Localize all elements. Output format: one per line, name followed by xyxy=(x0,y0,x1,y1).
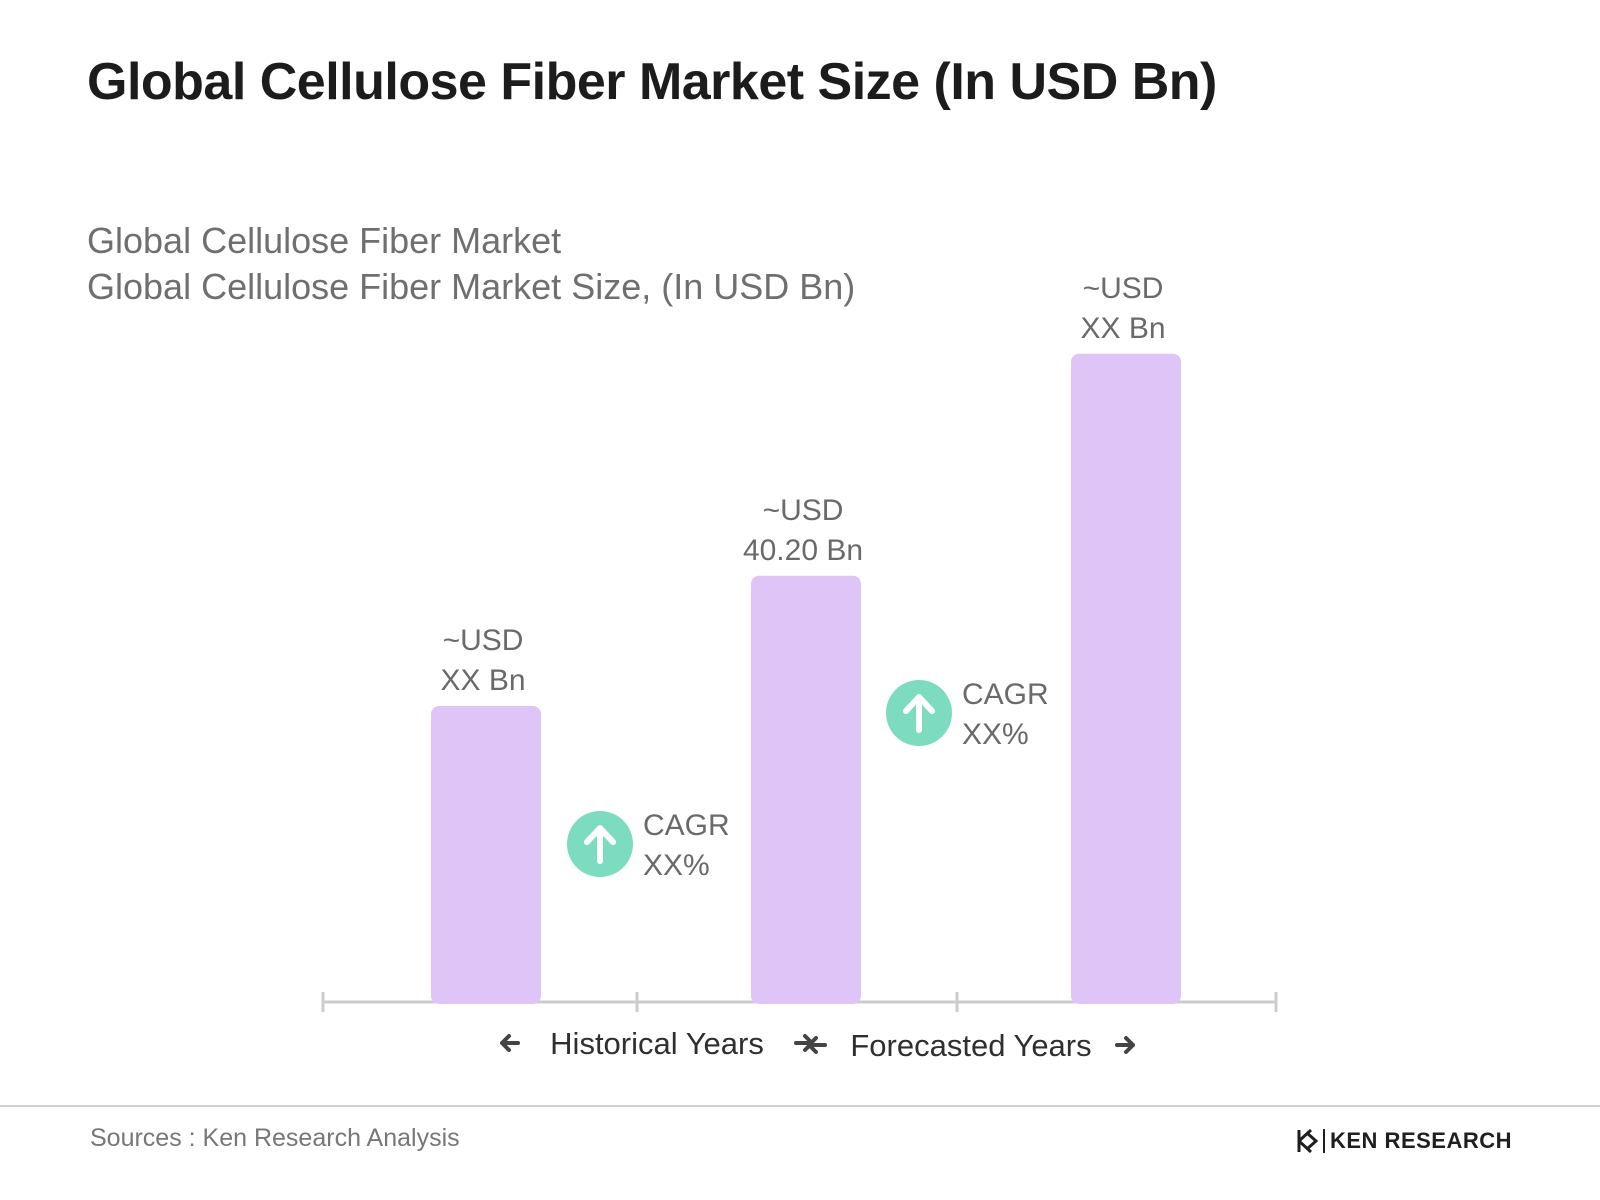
footer-divider xyxy=(0,1105,1600,1107)
arrow-up-glyph xyxy=(584,825,616,864)
period-label: Historical Years xyxy=(550,1026,764,1061)
bar xyxy=(1071,353,1181,1004)
page-title: Global Cellulose Fiber Market Size (In U… xyxy=(87,53,1217,111)
cagr-label: CAGR xyxy=(962,678,1049,711)
cagr-value: XX% xyxy=(962,718,1029,751)
chart-subtitle-units: Global Cellulose Fiber Market Size, (In … xyxy=(87,266,856,307)
bar xyxy=(751,575,861,1004)
brand-separator xyxy=(1323,1129,1325,1153)
arrow-right-icon xyxy=(1115,1036,1135,1054)
bar-data-label: ~USD xyxy=(443,624,524,657)
sources-note: Sources : Ken Research Analysis xyxy=(90,1124,460,1152)
bar xyxy=(431,706,541,1004)
cagr-label: CAGR xyxy=(643,809,730,842)
cagr-value: XX% xyxy=(643,849,710,882)
bar-data-label: 40.20 Bn xyxy=(743,534,863,567)
arrow-left-icon xyxy=(500,1034,520,1052)
ken-logo-icon xyxy=(1297,1128,1319,1154)
arrow-left-icon xyxy=(807,1036,827,1054)
brand-name: KEN RESEARCH xyxy=(1330,1128,1513,1153)
bar-data-label: ~USD xyxy=(763,494,844,527)
bar-data-label: XX Bn xyxy=(1080,312,1165,345)
bar-data-label: ~USD xyxy=(1083,272,1164,305)
bar-data-label: XX Bn xyxy=(440,664,525,697)
period-label: Forecasted Years xyxy=(850,1028,1091,1063)
bar-chart: ~USD XX Bn ~USD 40.20 Bn ~USD XX Bn CAGR XX% CAG… xyxy=(321,272,1278,1063)
brand-logo: KEN RESEARCH xyxy=(1297,1128,1512,1154)
arrow-up-glyph xyxy=(903,694,935,733)
chart-subtitle: Global Cellulose Fiber Market xyxy=(87,220,562,261)
